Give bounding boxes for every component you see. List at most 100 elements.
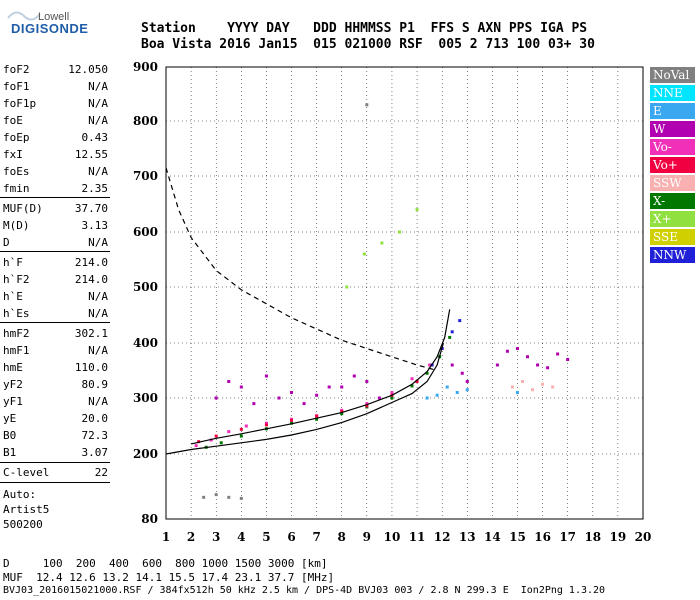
param-name: h`F [3, 256, 23, 269]
y-tick-label: 400 [133, 336, 158, 350]
param-row-foes: foEs N/A [3, 165, 108, 181]
x-tick-label: 6 [287, 530, 295, 544]
data-point [202, 495, 206, 499]
param-name: B1 [3, 446, 17, 459]
y-tick-label: 700 [133, 169, 158, 183]
param-separator [0, 482, 110, 483]
x-tick-label: 18 [584, 530, 601, 544]
data-point [566, 358, 570, 361]
series-x- [345, 208, 419, 289]
curves [165, 167, 451, 455]
param-value: 3.13 [81, 219, 109, 232]
data-point [465, 380, 469, 383]
data-point [380, 241, 384, 245]
param-row-h-f2: h`F2 214.0 [3, 273, 108, 289]
data-point [219, 441, 223, 445]
data-point [520, 380, 524, 383]
data-point [515, 347, 519, 350]
data-point [445, 385, 449, 389]
legend-item-x-: X+ [650, 211, 695, 227]
series-w [214, 347, 570, 406]
param-separator [0, 462, 110, 463]
series-e [425, 385, 519, 400]
param-separator [0, 322, 110, 323]
param-row-hmf2: hmF2 302.1 [3, 327, 108, 343]
x-tick-label: 5 [262, 530, 270, 544]
data-point [551, 385, 555, 389]
param-value: 72.3 [81, 429, 109, 442]
data-point [214, 493, 218, 497]
param-name: yE [3, 412, 17, 425]
legend-item-nne: NNE [650, 85, 695, 101]
data-point [410, 384, 414, 388]
param-name: D [3, 236, 10, 249]
param-name: MUF(D) [3, 202, 43, 215]
param-value: 214.0 [74, 273, 108, 286]
param-name: foF2 [3, 63, 30, 76]
param-row-fof2: foF2 12.050 [3, 63, 108, 79]
param-value: 80.9 [81, 378, 109, 391]
data-point [340, 385, 344, 389]
header-values: Boa Vista 2016 Jan15 015 021000 RSF 005 … [141, 37, 595, 52]
param-name: M(D) [3, 219, 30, 232]
param-name: h`E [3, 290, 23, 303]
x-tick-label: 15 [509, 530, 526, 544]
footer-distance-row: D 100 200 400 600 800 1000 1500 3000 [km… [3, 557, 328, 570]
param-row-c-level: C-level 22 [3, 466, 108, 482]
param-name: B0 [3, 429, 17, 442]
param-row-b1: B1 3.07 [3, 446, 108, 462]
param-name: h`Es [3, 307, 30, 320]
param-row-yf1: yF1 N/A [3, 395, 108, 411]
param-name: foE [3, 114, 23, 127]
param-value: N/A [88, 80, 108, 93]
param-value: 20.0 [81, 412, 109, 425]
param-value: N/A [88, 290, 108, 303]
data-point [450, 330, 454, 334]
autoscaling-label: 500200 [3, 518, 43, 531]
param-value: 22 [94, 466, 108, 479]
legend-item-noval: NoVal [650, 67, 695, 83]
data-point [465, 388, 469, 392]
x-tick-label: 2 [187, 530, 195, 544]
data-point [315, 417, 319, 421]
y-tick-label: 200 [133, 447, 158, 461]
param-value: 0.43 [81, 131, 109, 144]
param-value: 12.050 [68, 63, 108, 76]
data-point [546, 366, 550, 370]
data-point [277, 396, 281, 400]
data-point [377, 396, 381, 400]
header-fields: Station YYYY DAY DDD HHMMSS P1 FFS S AXN… [141, 21, 588, 36]
param-row-ye: yE 20.0 [3, 412, 108, 428]
logo-wave-icon [7, 11, 41, 21]
legend-item-ssw: SSW [650, 175, 695, 191]
y-tick-label: 800 [133, 114, 158, 128]
param-row-yf2: yF2 80.9 [3, 378, 108, 394]
series-ssw [510, 380, 555, 392]
data-point [541, 382, 545, 386]
param-value: N/A [88, 114, 108, 127]
data-point [365, 402, 369, 406]
y-tick-label: 900 [133, 60, 158, 74]
data-point [239, 434, 243, 438]
param-row-hme: hmE 110.0 [3, 361, 108, 377]
param-separator [0, 251, 110, 252]
param-name: foEp [3, 131, 30, 144]
param-row-fmin: fmin 2.35 [3, 182, 108, 198]
y-tick-label: 80 [141, 512, 158, 526]
legend-item-nnw: NNW [650, 247, 695, 263]
x-tick-label: 9 [363, 530, 371, 544]
param-row-fof1: foF1 N/A [3, 80, 108, 96]
x-tick-label: 10 [384, 530, 401, 544]
param-row-h-es: h`Es N/A [3, 307, 108, 323]
param-value: N/A [88, 165, 108, 178]
data-point [458, 319, 462, 323]
data-point [340, 412, 344, 416]
param-name: C-level [3, 466, 50, 479]
data-point [239, 427, 243, 431]
x-tick-label: 8 [338, 530, 346, 544]
x-tick-label: 3 [212, 530, 220, 544]
grid [166, 67, 643, 519]
data-point [526, 355, 530, 359]
data-point [345, 285, 349, 289]
